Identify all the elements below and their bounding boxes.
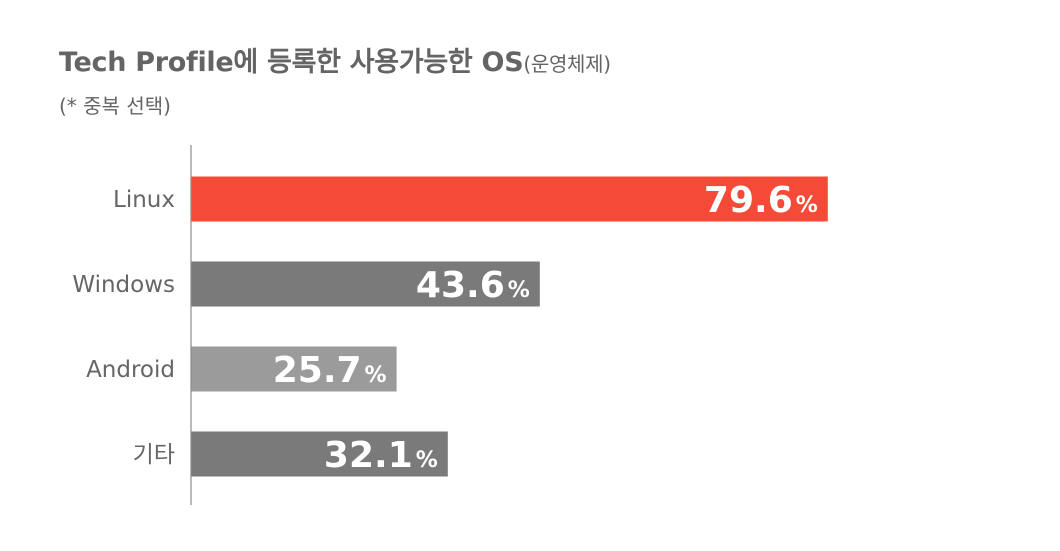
value-number-3: 32.1 — [324, 435, 413, 476]
value-unit-1: % — [508, 278, 530, 303]
title-suffix: (운영체제) — [523, 52, 611, 76]
chart-title: Tech Profile에 등록한 사용가능한 OS(운영체제) — [59, 40, 611, 79]
bar-3 — [191, 431, 448, 477]
bar-2 — [191, 346, 397, 392]
value-number-1: 43.6 — [416, 265, 505, 306]
category-label-2: Android — [86, 357, 175, 383]
value-number-2: 25.7 — [273, 350, 362, 391]
value-label-2: 25.7% — [273, 350, 387, 391]
chart-subtitle: (* 중복 선택) — [59, 94, 171, 118]
bar-1 — [191, 261, 540, 307]
value-unit-2: % — [365, 363, 387, 388]
value-unit-0: % — [796, 193, 818, 218]
bar-0 — [191, 176, 828, 222]
title-main: Tech Profile에 등록한 사용가능한 OS — [59, 47, 524, 78]
value-label-1: 43.6% — [416, 265, 530, 306]
category-label-3: 기타 — [133, 442, 175, 468]
value-label-0: 79.6% — [704, 180, 818, 221]
category-label-0: Linux — [113, 187, 175, 213]
value-number-0: 79.6 — [704, 180, 793, 221]
value-unit-3: % — [416, 448, 438, 473]
category-label-1: Windows — [72, 272, 175, 298]
value-label-3: 32.1% — [324, 435, 438, 476]
bars-group: Linux 79.6 % Windows 43.6 % Android 25.7 % 기타 32.1… — [72, 176, 828, 477]
